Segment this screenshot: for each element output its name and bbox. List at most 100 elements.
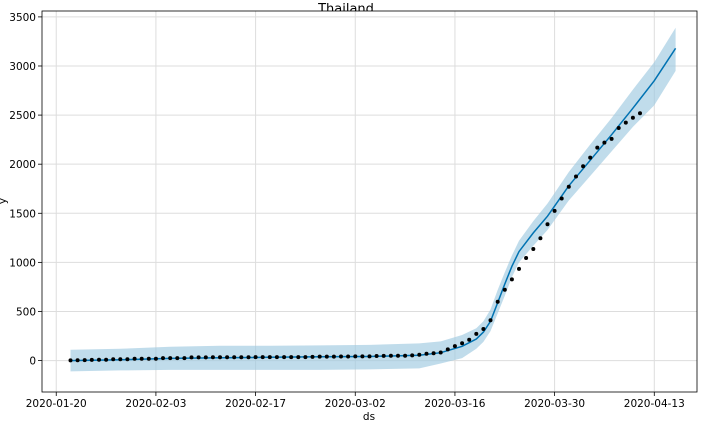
observed-point <box>232 355 237 360</box>
observed-point <box>588 155 593 160</box>
plot-area: 2020-01-20 2020-02-03 2020-02-17 2020-03-02… <box>9 10 698 410</box>
observed-point <box>396 353 400 358</box>
observed-point <box>189 355 194 360</box>
observed-point <box>196 355 201 360</box>
x-tick-label: 2020-03-30 <box>524 398 585 410</box>
x-tick-label: 2020-03-16 <box>424 398 485 410</box>
y-tick-label: 3500 <box>9 12 36 24</box>
y-axis-label: y <box>0 198 9 204</box>
observed-point <box>168 356 173 361</box>
y-tick-label: 1000 <box>9 257 36 269</box>
observed-point <box>581 164 586 169</box>
observed-point <box>545 222 550 227</box>
observed-point <box>474 331 479 336</box>
x-tick-label: 2020-02-03 <box>125 398 186 410</box>
observed-point <box>161 356 165 361</box>
observed-point <box>303 355 308 360</box>
observed-point <box>609 136 614 141</box>
plot-frame <box>41 10 698 393</box>
observed-point <box>467 337 472 342</box>
observed-point <box>495 299 500 304</box>
observed-point <box>616 126 621 130</box>
observed-point <box>146 356 151 361</box>
observed-point <box>602 140 607 145</box>
observed-point <box>452 344 457 349</box>
observed-point <box>239 355 244 360</box>
x-tick-label: 2020-04-13 <box>624 398 685 410</box>
observed-point <box>296 355 301 360</box>
observed-point <box>317 354 322 359</box>
plot-background <box>42 11 697 392</box>
x-tick-label: 2020-02-17 <box>225 398 286 410</box>
observed-point <box>225 355 230 360</box>
observed-point <box>153 356 158 361</box>
observed-point <box>246 355 251 360</box>
y-tick-label: 1500 <box>9 208 36 220</box>
observed-point <box>118 357 123 362</box>
observed-point <box>438 350 443 355</box>
y-tick-label: 500 <box>16 306 36 318</box>
observed-point <box>381 353 386 358</box>
observed-point <box>630 115 635 120</box>
y-tick-label: 0 <box>29 356 36 368</box>
observed-point <box>132 356 137 361</box>
x-tick-label: 2020-03-02 <box>325 398 386 410</box>
y-tick-label: 3000 <box>9 61 36 73</box>
observed-point <box>552 208 557 213</box>
observed-point <box>417 352 422 357</box>
observed-point <box>502 287 507 292</box>
observed-point <box>623 120 628 125</box>
y-tick-label: 2500 <box>9 110 36 122</box>
observed-point <box>488 318 493 323</box>
observed-point <box>210 355 215 360</box>
y-tick-label: 2000 <box>9 159 36 171</box>
observed-point <box>460 341 465 346</box>
observed-point <box>559 196 564 201</box>
observed-point <box>403 353 408 358</box>
observed-point <box>68 358 73 363</box>
observed-point <box>289 355 294 360</box>
observed-point <box>509 277 514 282</box>
observed-point <box>374 354 379 358</box>
observed-point <box>111 357 116 362</box>
observed-point <box>346 354 351 359</box>
observed-point <box>424 351 429 356</box>
observed-point <box>310 354 315 359</box>
observed-point <box>218 355 222 360</box>
observed-point <box>353 354 358 359</box>
x-tick-label: 2020-01-20 <box>26 398 87 410</box>
observed-point <box>331 354 336 359</box>
observed-point <box>531 247 536 251</box>
observed-point <box>538 236 543 241</box>
x-axis-label: ds <box>363 411 375 423</box>
observed-point <box>75 358 80 363</box>
observed-point <box>410 353 415 358</box>
observed-point <box>282 355 287 360</box>
observed-point <box>139 356 144 361</box>
observed-point <box>566 184 571 189</box>
observed-point <box>324 354 329 359</box>
observed-point <box>274 355 279 360</box>
observed-point <box>367 354 372 359</box>
observed-point <box>125 357 130 362</box>
observed-point <box>182 356 187 361</box>
observed-point <box>360 354 365 359</box>
observed-point <box>267 355 272 360</box>
observed-point <box>431 351 436 356</box>
observed-point <box>481 327 486 331</box>
uncertainty-interval <box>70 27 676 372</box>
observed-point <box>175 356 180 361</box>
observed-point <box>260 355 265 360</box>
observed-point <box>203 355 208 360</box>
observed-point <box>638 111 642 116</box>
observed-point <box>82 358 87 363</box>
observed-point <box>97 357 101 362</box>
observed-point <box>388 353 393 358</box>
observed-point <box>574 174 578 179</box>
observed-point <box>445 347 450 352</box>
observed-point <box>595 145 600 150</box>
observed-point <box>517 266 521 271</box>
observed-point <box>104 357 109 362</box>
observed-point <box>89 357 94 362</box>
